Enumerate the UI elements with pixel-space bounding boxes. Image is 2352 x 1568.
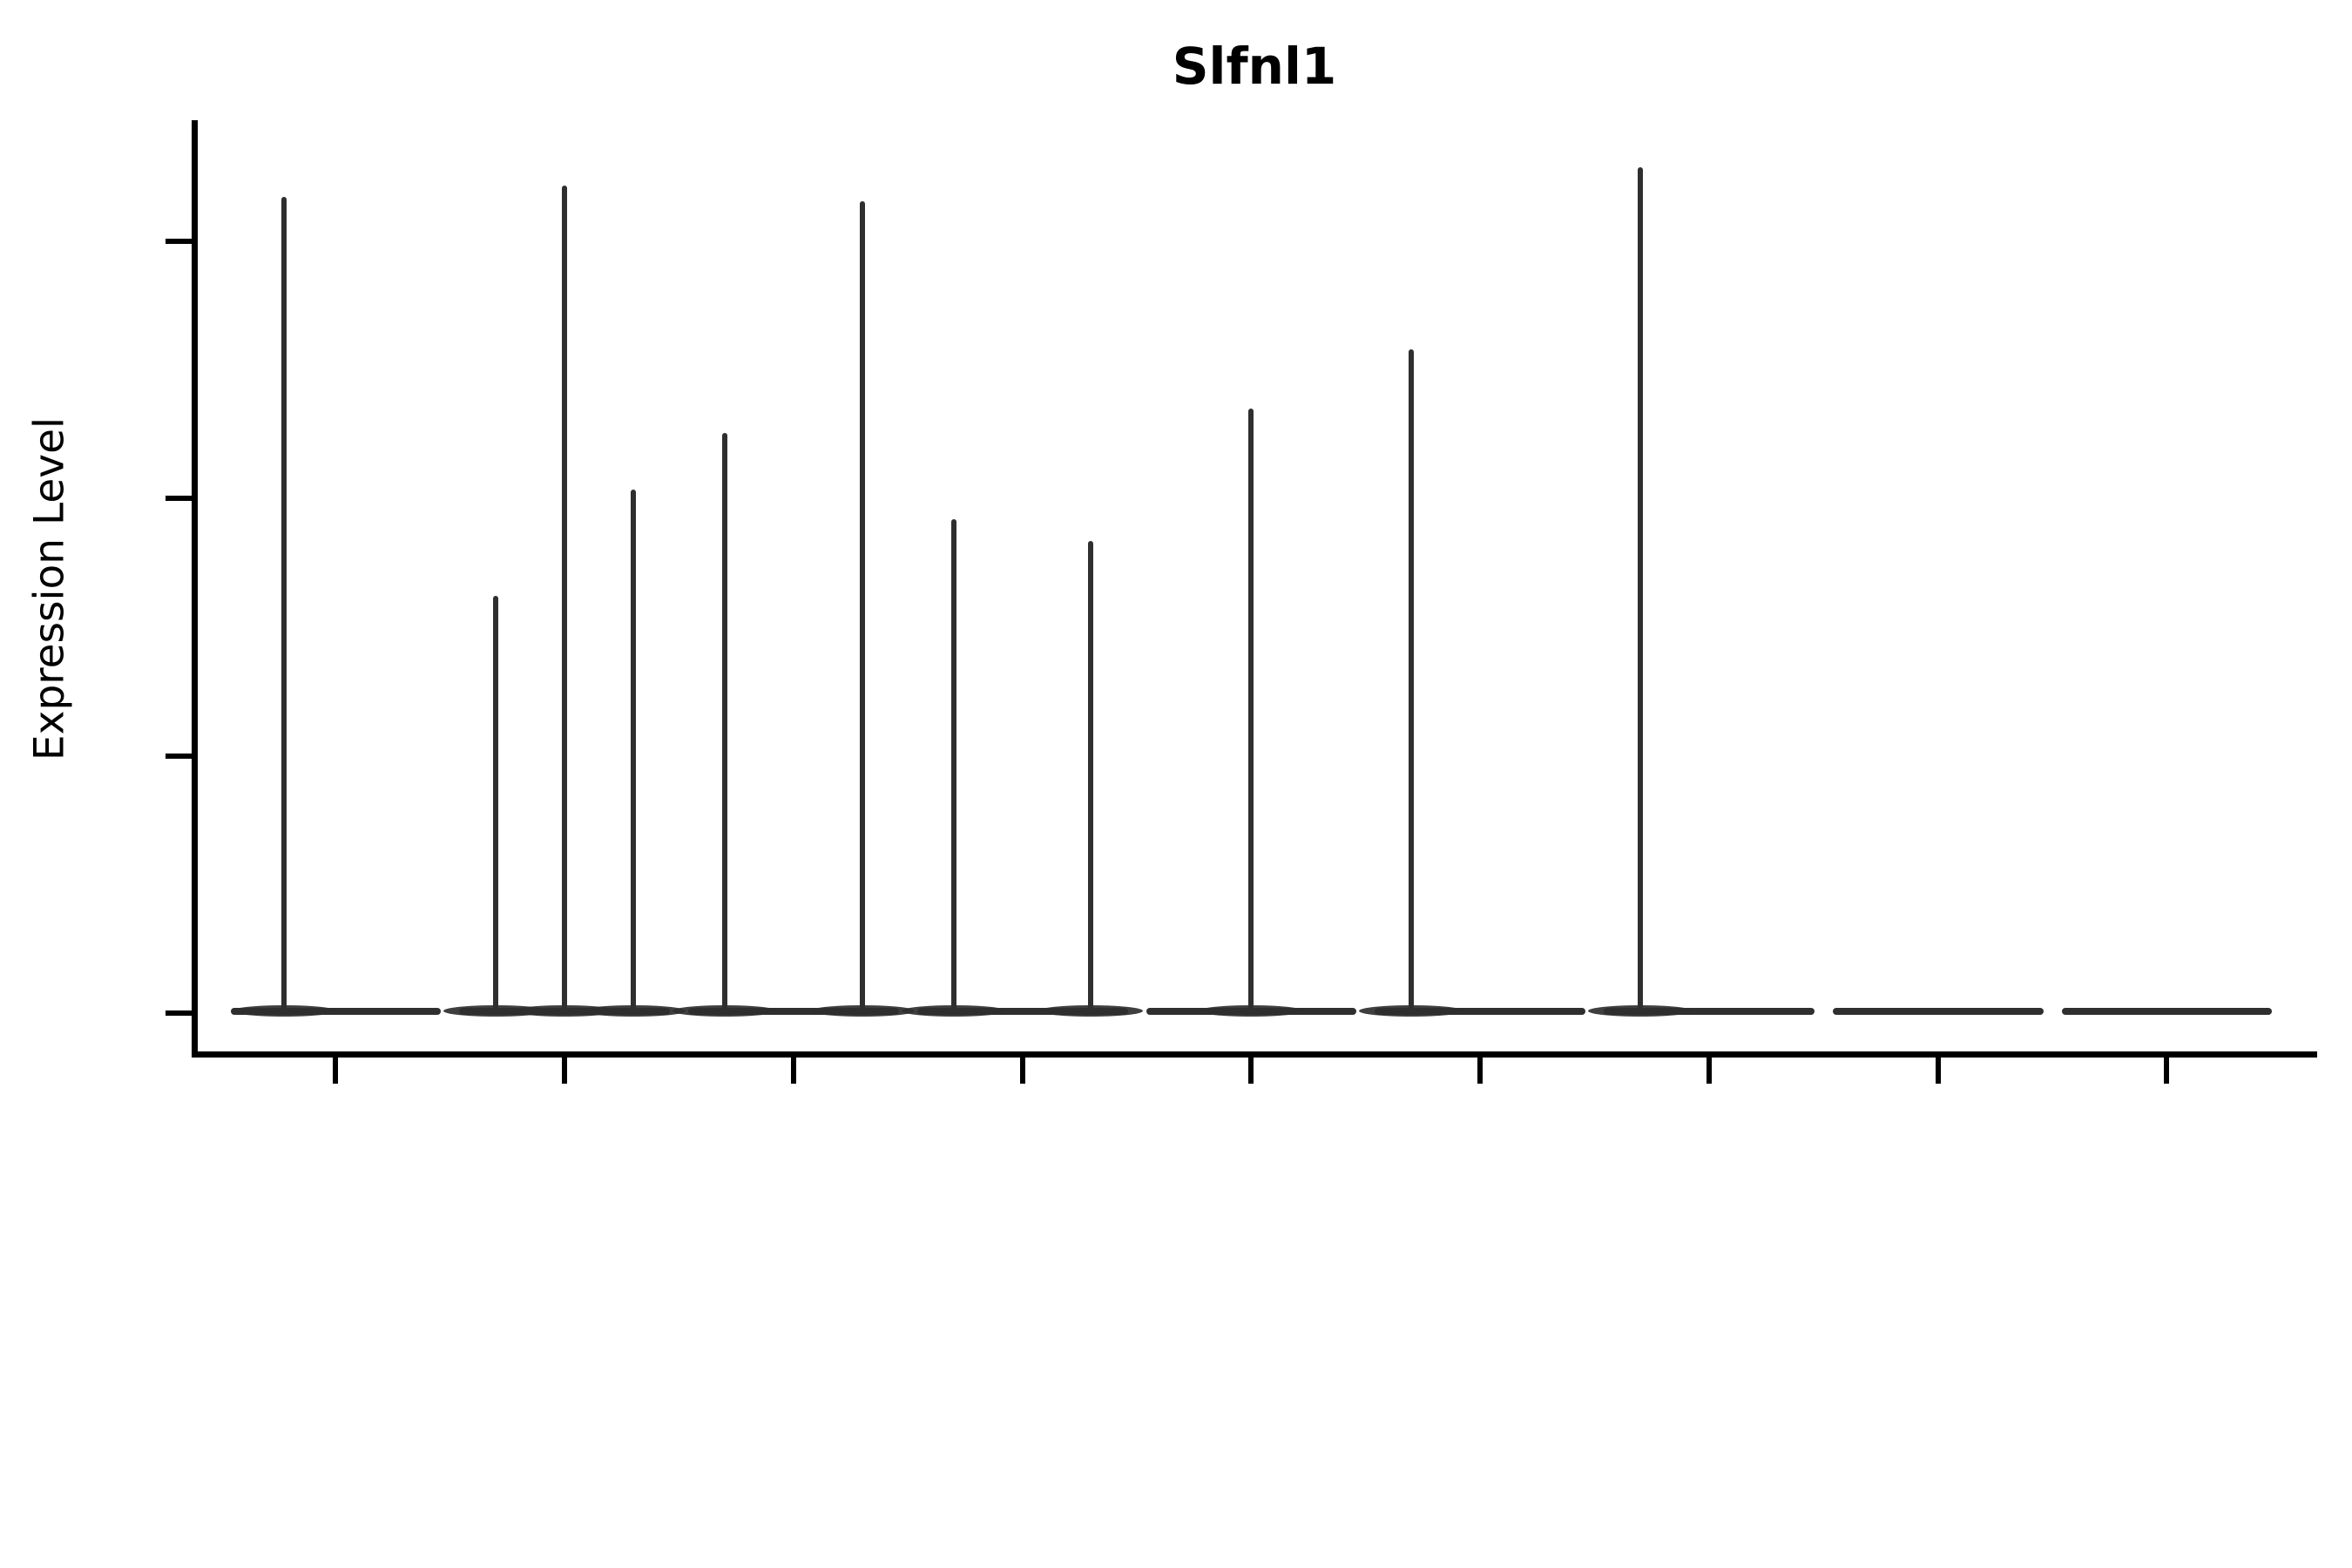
violin-base (916, 1008, 1128, 1015)
violin-base (1832, 1008, 2044, 1015)
x-tick (562, 1057, 568, 1084)
x-tick (1706, 1057, 1712, 1084)
x-tick (1477, 1057, 1484, 1084)
y-axis-spine (192, 120, 198, 1057)
violin-spike (950, 518, 956, 1011)
y-tick (166, 496, 192, 501)
violin-spike (630, 489, 636, 1011)
x-tick (2164, 1057, 2170, 1084)
violin-spike (1248, 408, 1254, 1011)
y-tick (166, 238, 192, 244)
x-axis-spine (192, 1051, 2317, 1058)
violin-spike (722, 432, 728, 1011)
x-tick (790, 1057, 796, 1084)
violin-spike (493, 596, 499, 1011)
x-tick (333, 1057, 339, 1084)
plot-title: Slfnl1 (1172, 37, 1337, 96)
violin-base (1375, 1008, 1585, 1015)
y-tick (166, 1010, 192, 1016)
violin-spike (859, 200, 865, 1011)
x-tick (1935, 1057, 1941, 1084)
y-tick (166, 753, 192, 759)
violin-base (2061, 1008, 2273, 1015)
violin-spike (1088, 540, 1094, 1011)
y-axis-label: Expression Level (25, 416, 74, 761)
violin-base (1604, 1008, 1815, 1015)
violin-base (688, 1008, 899, 1015)
violin-spike (281, 197, 287, 1011)
violin-spike (1409, 348, 1415, 1011)
x-tick (1248, 1057, 1254, 1084)
violin-spike (562, 185, 568, 1011)
x-tick (1019, 1057, 1025, 1084)
violin-spike (1638, 167, 1644, 1011)
